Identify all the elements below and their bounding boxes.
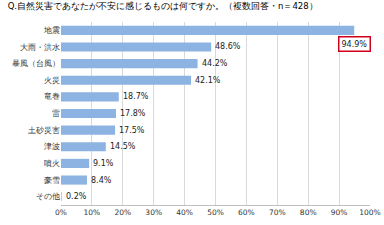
svg-text:10%: 10%: [84, 208, 101, 217]
svg-text:豪雪: 豪雪: [44, 176, 60, 185]
svg-text:60%: 60%: [238, 208, 255, 217]
svg-text:94.9%: 94.9%: [342, 40, 368, 49]
svg-text:90%: 90%: [331, 208, 348, 217]
svg-text:48.6%: 48.6%: [215, 42, 241, 51]
svg-text:Q.自然災害であなたが不安に感じるものは何ですか。（複数回答: Q.自然災害であなたが不安に感じるものは何ですか。（複数回答・n＝428）: [8, 1, 318, 11]
svg-text:土砂災害: 土砂災害: [28, 126, 60, 135]
svg-text:8.4%: 8.4%: [91, 176, 112, 185]
svg-text:0%: 0%: [55, 208, 67, 217]
svg-text:80%: 80%: [300, 208, 317, 217]
svg-text:17.8%: 17.8%: [120, 109, 146, 118]
svg-text:9.1%: 9.1%: [93, 159, 114, 168]
svg-text:0.2%: 0.2%: [66, 192, 87, 201]
svg-text:噴火: 噴火: [44, 159, 60, 168]
svg-text:その他: その他: [36, 192, 60, 201]
svg-text:火災: 火災: [44, 76, 60, 85]
svg-text:40%: 40%: [176, 208, 193, 217]
svg-text:44.2%: 44.2%: [202, 59, 228, 68]
svg-text:大雨・洪水: 大雨・洪水: [20, 43, 60, 52]
svg-text:地震: 地震: [43, 26, 60, 35]
svg-text:津波: 津波: [44, 142, 60, 151]
svg-text:50%: 50%: [207, 208, 224, 217]
svg-text:100%: 100%: [359, 208, 380, 217]
svg-text:70%: 70%: [269, 208, 286, 217]
svg-text:42.1%: 42.1%: [195, 76, 221, 85]
svg-text:暴風（台風）: 暴風（台風）: [12, 59, 60, 68]
svg-text:雷: 雷: [52, 109, 60, 118]
svg-text:14.5%: 14.5%: [110, 142, 136, 151]
svg-text:30%: 30%: [145, 208, 162, 217]
svg-text:18.7%: 18.7%: [123, 92, 149, 101]
svg-text:20%: 20%: [114, 208, 131, 217]
svg-text:17.5%: 17.5%: [119, 126, 145, 135]
svg-text:竜巻: 竜巻: [44, 92, 60, 101]
